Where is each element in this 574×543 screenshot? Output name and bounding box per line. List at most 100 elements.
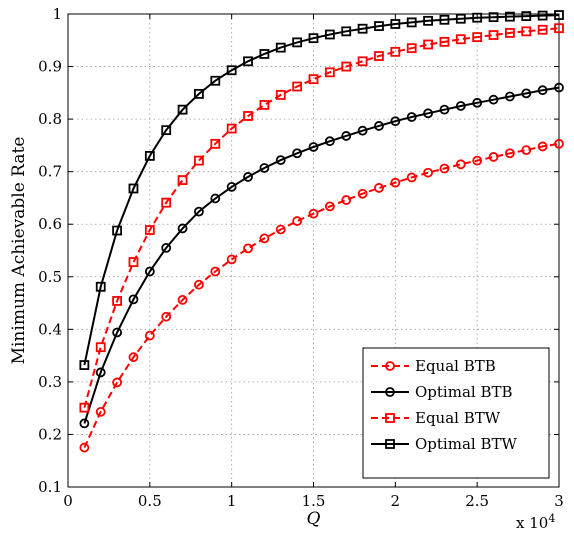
data-point-circle <box>374 121 384 131</box>
data-point-circle <box>194 206 204 217</box>
data-point-circle <box>521 145 532 156</box>
data-point-square <box>504 28 515 38</box>
data-point-square <box>275 90 286 100</box>
y-tick-label: 0.5 <box>38 268 62 286</box>
grid-lines <box>68 14 559 487</box>
data-point-square <box>554 10 564 20</box>
legend-entry: Optimal BTW <box>371 435 517 453</box>
data-point-square <box>292 81 303 92</box>
series-line <box>83 27 560 408</box>
data-point-circle <box>161 311 172 322</box>
y-tick-label: 0.9 <box>38 58 62 76</box>
data-point-square <box>537 24 548 35</box>
data-point-square <box>357 56 368 67</box>
data-point-square <box>95 342 106 353</box>
data-point-square <box>324 29 335 40</box>
y-tick-label: 0.6 <box>38 215 62 233</box>
data-point-square <box>177 104 188 115</box>
data-point-circle <box>439 163 450 174</box>
legend-label: Optimal BTB <box>415 383 513 401</box>
data-point-square <box>341 26 352 37</box>
y-tick-label: 0.7 <box>38 163 62 181</box>
series-equal-btw <box>79 23 564 413</box>
data-point-square <box>455 13 466 24</box>
data-point-square <box>194 88 204 99</box>
data-point-circle <box>324 201 335 212</box>
legend-label: Equal BTW <box>415 409 501 427</box>
data-point-square <box>423 39 433 50</box>
legend-entry: Equal BTW <box>371 409 501 427</box>
data-point-circle <box>341 131 352 141</box>
data-point-circle <box>537 141 548 152</box>
data-point-circle <box>79 418 90 429</box>
x-tick-label: 0 <box>63 492 73 510</box>
data-point-circle <box>472 155 483 166</box>
data-point-circle <box>406 112 417 122</box>
data-point-circle <box>357 188 368 199</box>
data-point-circle <box>554 138 564 149</box>
data-point-circle <box>308 142 319 152</box>
data-point-square <box>177 175 188 185</box>
axis-ticks: 0 0.5 1 1.5 2 2.5 3 0.1 0.2 0.3 0.4 0.5 0.6 0.7 0.8 0.9… <box>38 5 564 510</box>
data-point-circle <box>455 101 466 111</box>
data-point-square <box>128 183 139 194</box>
data-point-circle <box>275 155 286 166</box>
data-point-circle <box>144 330 155 341</box>
data-point-square <box>112 296 122 306</box>
data-point-circle <box>357 125 368 136</box>
data-point-circle <box>210 193 221 204</box>
data-point-square <box>439 14 450 25</box>
y-tick-label: 0.3 <box>38 373 62 391</box>
x-tick-label: 1.5 <box>302 492 326 510</box>
data-point-square <box>488 12 499 23</box>
data-point-circle <box>128 352 139 363</box>
y-tick-label: 0.4 <box>38 320 62 338</box>
data-point-circle <box>390 177 401 188</box>
data-point-circle <box>385 361 395 371</box>
y-tick-label: 0.8 <box>38 110 62 128</box>
data-point-square <box>226 65 237 76</box>
series-optimal-btb <box>79 82 564 429</box>
data-point-circle <box>226 182 237 192</box>
data-point-circle <box>521 88 532 99</box>
data-point-square <box>385 439 395 449</box>
data-point-square <box>308 33 319 44</box>
legend-box <box>362 347 550 479</box>
x-tick-label: 1 <box>227 492 237 510</box>
data-point-circle <box>374 183 384 193</box>
data-point-circle <box>292 148 303 159</box>
x-axis-title: Q <box>307 509 321 529</box>
data-point-square <box>439 36 450 47</box>
data-point-square <box>210 75 221 86</box>
data-point-square <box>128 257 139 267</box>
legend: Equal BTB Optimal BTB Equal BTW Optimal BTW <box>362 347 550 479</box>
data-point-circle <box>275 224 286 235</box>
data-point-circle <box>259 233 270 244</box>
data-point-circle <box>423 167 433 178</box>
x-axis-multiplier-base: x 10 <box>516 514 548 532</box>
data-point-square <box>226 123 237 134</box>
data-point-circle <box>423 108 433 119</box>
data-point-square <box>144 225 155 235</box>
data-point-square <box>423 15 433 26</box>
data-point-square <box>472 12 483 23</box>
data-point-circle <box>488 152 499 162</box>
data-point-square <box>194 155 204 166</box>
x-axis-multiplier: x 104 <box>516 512 555 532</box>
x-tick-label: 2 <box>391 492 401 510</box>
data-point-square <box>406 43 417 54</box>
data-point-square <box>79 402 90 413</box>
data-point-square <box>161 197 172 208</box>
data-point-square <box>292 37 303 48</box>
x-axis-multiplier-exponent: 4 <box>548 512 555 525</box>
data-point-circle <box>210 266 221 277</box>
data-point-square <box>259 49 270 59</box>
data-point-circle <box>341 195 352 205</box>
data-point-circle <box>112 377 122 388</box>
data-point-circle <box>292 216 303 226</box>
data-point-circle <box>472 97 483 108</box>
data-point-circle <box>406 172 417 183</box>
legend-label: Equal BTB <box>415 357 496 375</box>
data-point-square <box>488 30 499 40</box>
